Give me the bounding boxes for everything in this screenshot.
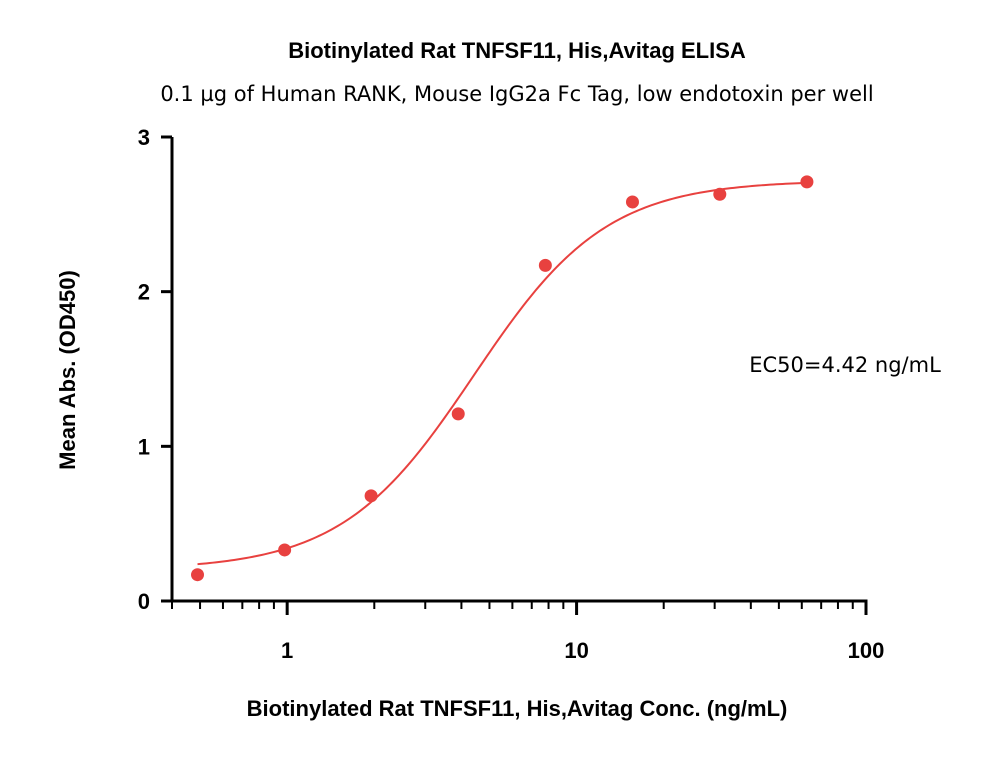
fit-curve [197, 181, 807, 566]
x-tick-label: 10 [564, 638, 588, 663]
x-tick-label: 1 [281, 638, 293, 663]
data-point [191, 568, 205, 582]
data-point [278, 543, 292, 557]
data-point [800, 175, 814, 189]
y-tick-label: 0 [138, 589, 150, 614]
y-tick-label: 1 [138, 434, 150, 459]
chart-subtitle: 0.1 µg of Human RANK, Mouse IgG2a Fc Tag… [160, 82, 873, 106]
y-axis-label: Mean Abs. (OD450) [55, 270, 80, 470]
data-points [191, 175, 814, 582]
y-tick-label: 3 [138, 125, 150, 150]
data-point [364, 489, 378, 503]
x-ticks: 1 10 100 [171, 601, 885, 663]
fit-curve-group [197, 181, 807, 566]
chart-title: Biotinylated Rat TNFSF11, His,Avitag ELI… [288, 38, 746, 63]
data-point [713, 187, 727, 201]
y-ticks: 0 1 2 3 [138, 125, 172, 614]
data-point [538, 258, 552, 272]
x-axis-label: Biotinylated Rat TNFSF11, His,Avitag Con… [247, 696, 788, 721]
ec50-annotation: EC50=4.42 ng/mL [749, 353, 941, 377]
data-point [625, 195, 639, 209]
y-tick-label: 2 [138, 280, 150, 305]
x-tick-label: 100 [848, 638, 885, 663]
data-point [451, 407, 465, 421]
